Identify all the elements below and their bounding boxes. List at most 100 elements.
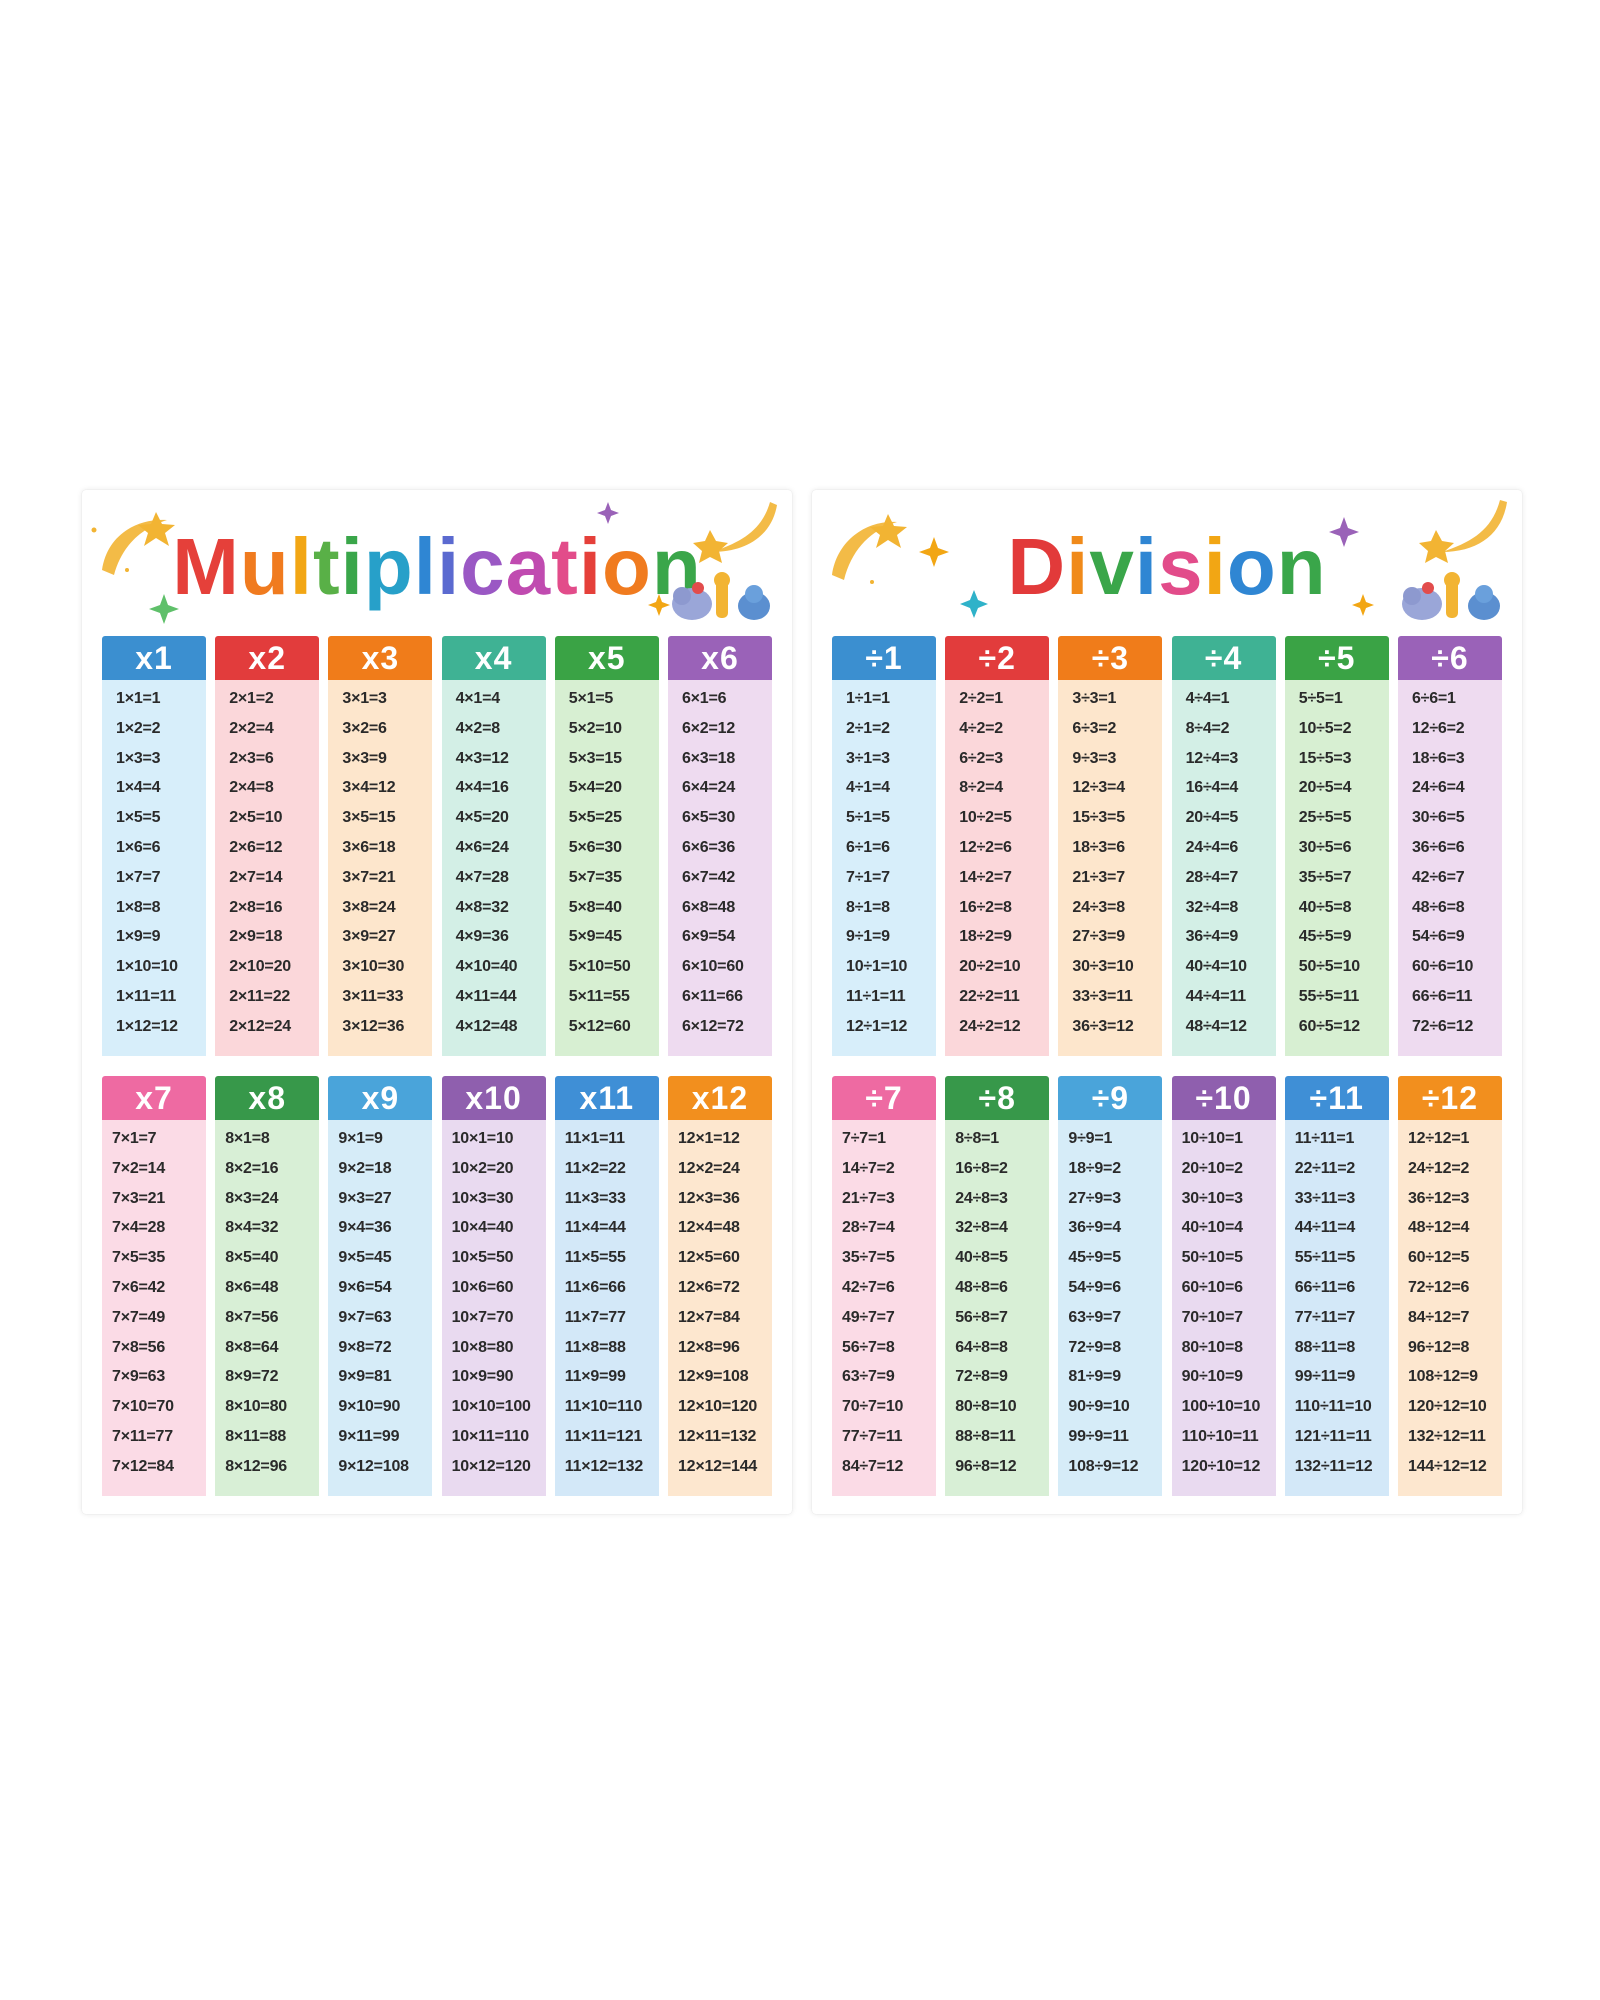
division-tables-grid: ÷1 1÷1=1 2÷1=2 3÷1=3 4÷1=4 5÷1=5 6÷1=6 7÷1=7 8÷1… xyxy=(832,636,1502,1496)
multiplication-fact: 8×10=80 xyxy=(225,1398,287,1416)
multiplication-fact: 4×7=28 xyxy=(455,868,509,886)
division-fact: 42÷6=7 xyxy=(1411,868,1465,886)
division-table-column: ÷3 3÷3=1 6÷3=2 9÷3=3 12÷3=4 15÷3=5 18÷3=6 21÷3=… xyxy=(1058,636,1163,1056)
division-fact: 9÷1=9 xyxy=(846,928,890,946)
division-fact: 40÷10=4 xyxy=(1181,1219,1243,1237)
division-fact: 45÷9=5 xyxy=(1068,1249,1121,1267)
multiplication-fact: 4×10=40 xyxy=(455,958,518,976)
division-fact: 48÷12=4 xyxy=(1407,1219,1470,1237)
division-fact: 2÷2=1 xyxy=(959,690,1004,707)
multiplication-tables-grid: x1 1×1=1 1×2=2 1×3=3 1×4=4 1×5=5 1×6=6 1×7=7 1×8… xyxy=(102,636,772,1496)
multiplication-fact: 11×8=88 xyxy=(564,1338,626,1356)
multiplication-fact: 12×6=72 xyxy=(677,1278,740,1296)
division-table-column: ÷5 5÷5=1 10÷5=2 15÷5=3 20÷5=4 25÷5=5 30÷5=6 35÷… xyxy=(1284,636,1389,1056)
multiplication-table-column: x3 3×1=3 3×2=6 3×3=9 3×4=12 3×5=15 3×6=18 3×7=2… xyxy=(328,636,433,1056)
multiplication-fact: 10×3=30 xyxy=(451,1189,514,1207)
division-fact: 22÷2=11 xyxy=(959,987,1020,1005)
division-fact: 80÷8=10 xyxy=(955,1398,1017,1416)
multiplication-fact: 3×2=6 xyxy=(342,719,387,737)
multiplication-title-letter: o xyxy=(602,522,652,611)
multiplication-title-letter: t xyxy=(551,522,579,611)
division-title-letter: s xyxy=(1158,522,1204,611)
division-fact: 10÷1=10 xyxy=(846,958,908,976)
multiplication-fact: 3×10=30 xyxy=(342,958,405,976)
multiplication-fact: 11×2=22 xyxy=(564,1159,626,1177)
multiplication-fact: 5×12=60 xyxy=(568,1017,631,1035)
division-fact: 12÷3=4 xyxy=(1072,779,1125,797)
division-fact: 90÷10=9 xyxy=(1181,1368,1243,1386)
division-fact: 24÷3=8 xyxy=(1072,898,1125,916)
multiplication-table-header: x8 xyxy=(215,1076,320,1120)
multiplication-table-header: x6 xyxy=(667,636,772,680)
multiplication-fact: 10×5=50 xyxy=(451,1249,514,1267)
multiplication-fact: 7×10=70 xyxy=(112,1398,174,1416)
division-fact: 121÷11=11 xyxy=(1294,1427,1372,1445)
multiplication-fact: 9×10=90 xyxy=(338,1398,401,1416)
division-fact: 33÷3=11 xyxy=(1072,987,1133,1005)
division-fact: 2÷1=2 xyxy=(846,719,890,737)
division-fact: 12÷6=2 xyxy=(1411,719,1465,737)
multiplication-title-letter: l xyxy=(413,522,437,611)
multiplication-fact: 6×9=54 xyxy=(681,928,736,946)
division-fact: 24÷6=4 xyxy=(1411,779,1465,797)
division-fact: 36÷12=3 xyxy=(1407,1189,1470,1207)
division-fact-list: 7÷7=1 14÷7=2 21÷7=3 28÷7=4 35÷7=5 42÷7=6 49÷7=… xyxy=(832,1120,936,1496)
multiplication-fact: 8×1=8 xyxy=(225,1130,270,1147)
multiplication-fact: 10×7=70 xyxy=(451,1308,514,1326)
division-fact: 120÷10=12 xyxy=(1181,1457,1261,1475)
division-fact: 6÷3=2 xyxy=(1072,719,1117,737)
multiplication-table-column: x2 2×1=2 2×2=4 2×3=6 2×4=8 2×5=10 2×6=12 2×7=14… xyxy=(215,636,320,1056)
animal-friends-illustration xyxy=(1402,572,1500,620)
division-title-letter: i xyxy=(1203,522,1227,611)
multiplication-fact: 5×9=45 xyxy=(568,928,622,946)
multiplication-fact-list: 9×1=9 9×2=18 9×3=27 9×4=36 9×5=45 9×6=54 9×7=6… xyxy=(328,1120,433,1496)
division-fact: 66÷11=6 xyxy=(1294,1278,1356,1296)
multiplication-fact: 10×4=40 xyxy=(451,1219,514,1237)
multiplication-table-column: x1 1×1=1 1×2=2 1×3=3 1×4=4 1×5=5 1×6=6 1×7=7 1×8… xyxy=(102,636,206,1056)
multiplication-fact: 10×1=10 xyxy=(451,1130,514,1147)
multiplication-fact: 6×12=72 xyxy=(681,1017,744,1035)
division-fact: 60÷5=12 xyxy=(1298,1017,1360,1035)
division-fact: 40÷8=5 xyxy=(955,1249,1008,1267)
division-fact-list: 10÷10=1 20÷10=2 30÷10=3 40÷10=4 50÷10=5 60÷10… xyxy=(1171,1120,1276,1496)
multiplication-title: Multiplication xyxy=(82,522,792,612)
division-title-letter: n xyxy=(1276,522,1327,611)
division-table-header: ÷1 xyxy=(832,636,936,680)
division-fact: 11÷1=11 xyxy=(846,987,906,1005)
division-fact: 45÷5=9 xyxy=(1298,928,1352,946)
multiplication-fact: 12×4=48 xyxy=(677,1219,740,1237)
multiplication-title-letter: c xyxy=(460,522,506,611)
multiplication-fact: 6×11=66 xyxy=(681,987,743,1005)
division-fact-list: 1÷1=1 2÷1=2 3÷1=3 4÷1=4 5÷1=5 6÷1=6 7÷1=7 8÷1=8… xyxy=(832,680,936,1056)
division-fact: 42÷7=6 xyxy=(842,1278,895,1296)
division-title-letter: i xyxy=(1066,522,1090,611)
division-fact: 30÷5=6 xyxy=(1298,838,1352,856)
division-fact: 60÷10=6 xyxy=(1181,1278,1243,1296)
multiplication-fact: 7×1=7 xyxy=(112,1130,157,1147)
division-fact-list: 8÷8=1 16÷8=2 24÷8=3 32÷8=4 40÷8=5 48÷8=6 56÷8=… xyxy=(945,1120,1050,1496)
multiplication-fact: 9×3=27 xyxy=(338,1189,392,1207)
multiplication-fact: 8×3=24 xyxy=(225,1189,279,1207)
division-fact: 12÷1=12 xyxy=(846,1017,908,1035)
division-fact: 25÷5=5 xyxy=(1298,809,1352,827)
multiplication-fact: 11×5=55 xyxy=(564,1249,626,1267)
division-fact: 56÷8=7 xyxy=(955,1308,1008,1326)
division-fact: 72÷12=6 xyxy=(1407,1278,1470,1296)
division-fact: 72÷9=8 xyxy=(1068,1338,1121,1356)
division-fact: 15÷5=3 xyxy=(1298,749,1352,767)
division-fact: 60÷6=10 xyxy=(1411,958,1474,976)
division-fact: 24÷4=6 xyxy=(1185,838,1239,856)
division-fact: 28÷7=4 xyxy=(842,1219,895,1237)
division-fact: 108÷9=12 xyxy=(1068,1457,1139,1475)
multiplication-fact-list: 8×1=8 8×2=16 8×3=24 8×4=32 8×5=40 8×6=48 8×7=5… xyxy=(215,1120,320,1496)
division-title-letter: o xyxy=(1226,522,1277,611)
division-fact: 6÷2=3 xyxy=(959,749,1004,767)
multiplication-title-letter: i xyxy=(578,522,603,611)
multiplication-fact: 2×11=22 xyxy=(229,987,291,1005)
multiplication-fact: 10×6=60 xyxy=(451,1278,514,1296)
division-fact-list: 5÷5=1 10÷5=2 15÷5=3 20÷5=4 25÷5=5 30÷5=6 35÷5=… xyxy=(1284,680,1389,1056)
division-table-header: ÷7 xyxy=(832,1076,936,1120)
division-fact: 5÷5=1 xyxy=(1298,690,1343,707)
division-table-header: ÷9 xyxy=(1058,1076,1163,1120)
division-fact: 35÷5=7 xyxy=(1298,868,1352,886)
